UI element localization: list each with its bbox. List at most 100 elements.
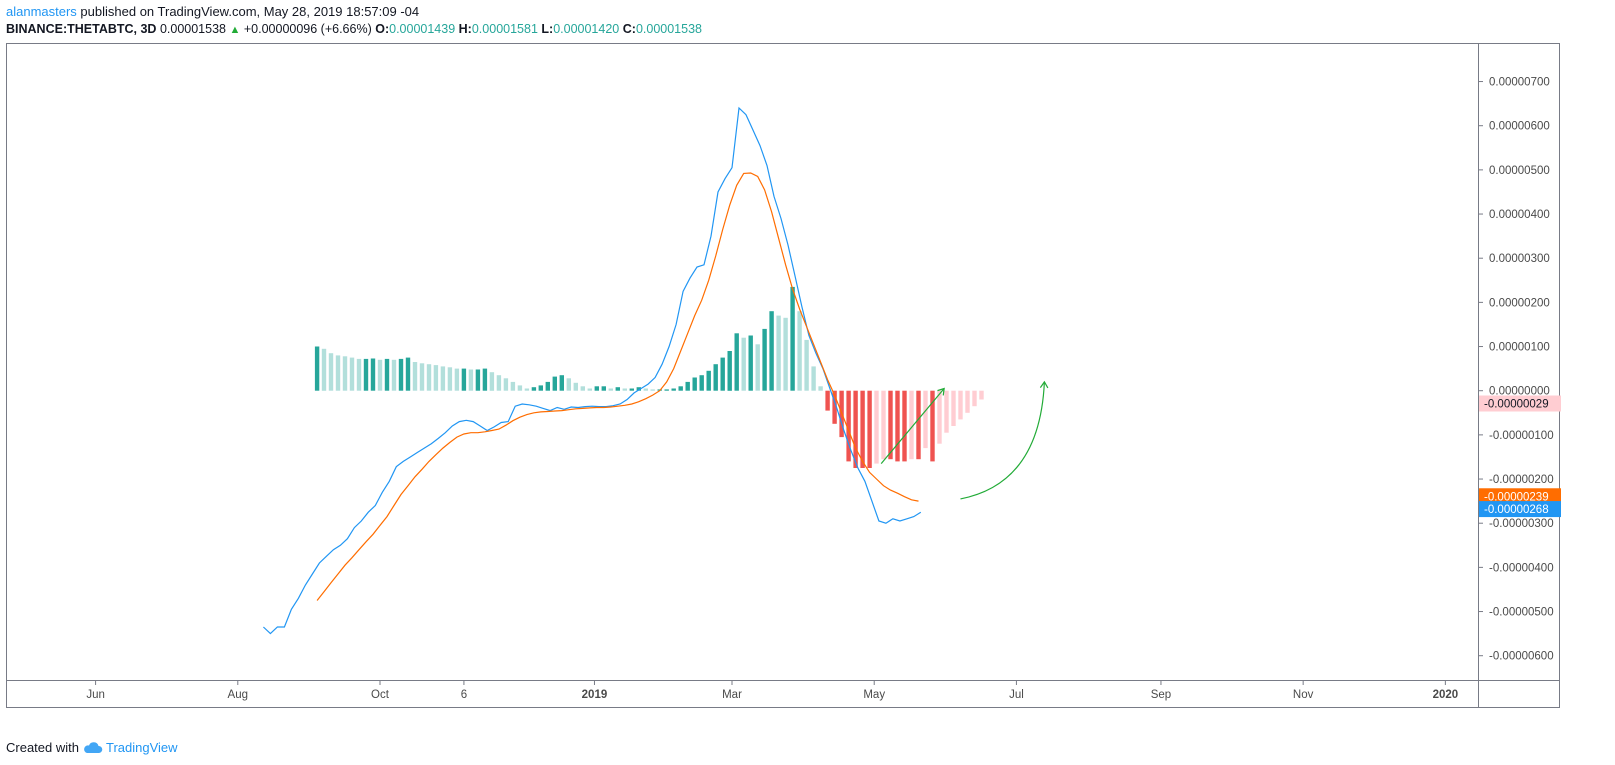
histogram-bar (475, 369, 481, 391)
price-tag (1479, 488, 1561, 505)
trend-arrow-head (937, 387, 945, 396)
histogram-bar (629, 388, 634, 391)
histogram-bar (811, 366, 816, 391)
y-tick-label: -0.00000600 (1489, 651, 1554, 663)
high-value: 0.00001581 (471, 22, 538, 36)
close-value: 0.00001538 (635, 22, 702, 36)
x-tick-label: Jul (1009, 689, 1024, 701)
histogram-bar (790, 286, 795, 391)
histogram-bar (580, 386, 585, 391)
histogram-bar (671, 388, 676, 391)
x-tick-label: 2019 (582, 689, 608, 701)
price-tag (1479, 501, 1561, 518)
histogram-bar (433, 365, 439, 391)
histogram-bar (440, 366, 446, 391)
histogram-bar (622, 388, 627, 391)
histogram-bar (818, 386, 823, 391)
histogram-bar (601, 386, 606, 391)
histogram-bar (545, 381, 550, 391)
y-tick-label: -0.00000400 (1489, 562, 1554, 574)
histogram-bar (930, 390, 935, 462)
histogram-bar (937, 390, 942, 444)
x-tick-label: May (863, 689, 885, 701)
histogram-bar (902, 390, 907, 462)
histogram-bar (559, 375, 564, 391)
histogram-bar (755, 344, 760, 391)
tradingview-logo[interactable]: TradingView (83, 740, 178, 755)
histogram-bar (846, 390, 851, 462)
annotations (880, 380, 1049, 500)
time-axis[interactable]: Jun Aug Oct 6 2019 Mar May Jul Sep Nov 2020 (86, 680, 1458, 701)
open-label: O: (375, 22, 390, 36)
open-value: 0.00001439 (389, 22, 456, 36)
histogram-bar (699, 375, 704, 391)
y-tick-label: 0.00000000 (1489, 386, 1550, 398)
histogram-bar (923, 390, 928, 449)
histogram-bar (496, 375, 502, 391)
histogram-bar (825, 390, 830, 411)
symbol-label: BINANCE:THETABTC, 3D (6, 22, 157, 36)
histogram-bar (867, 390, 872, 468)
x-tick-label: Nov (1293, 689, 1314, 701)
y-tick-label: 0.00000100 (1489, 342, 1550, 354)
y-tick-label: 0.00000600 (1489, 121, 1550, 133)
histogram-bar (958, 390, 963, 420)
histogram-bar (461, 368, 467, 391)
histogram-bar (636, 387, 641, 391)
histogram-bar (874, 390, 879, 464)
histogram-bar (349, 357, 355, 391)
close-label: C: (622, 22, 636, 36)
histogram-bar (573, 382, 578, 391)
author-link[interactable]: alanmasters (6, 4, 77, 19)
histogram-bar (447, 367, 453, 391)
histogram-bar (517, 385, 523, 391)
histogram-bar (727, 351, 732, 391)
indicator-lines (262, 106, 922, 635)
histogram-bar (643, 388, 648, 391)
histogram-bar (853, 390, 858, 468)
histogram-bar (468, 369, 474, 391)
histogram-bar (944, 390, 949, 433)
publish-text: published on TradingView.com, May 28, 20… (76, 4, 420, 19)
histogram-bar (748, 335, 753, 391)
histogram-bar (909, 390, 914, 460)
y-tick-label: 0.00000400 (1489, 209, 1550, 221)
y-tick-label: 0.00000200 (1489, 297, 1550, 309)
histogram-bar (587, 388, 592, 391)
histogram-bar (734, 333, 739, 391)
projection-arrow-head (1039, 380, 1049, 389)
histogram-bar (503, 378, 509, 391)
histogram-bar (797, 311, 802, 391)
histogram-bar (783, 317, 788, 391)
y-tick-label: -0.00000100 (1489, 430, 1554, 442)
histogram-bar (524, 388, 530, 391)
histogram-bar (664, 389, 669, 391)
trend-arrow-line (880, 388, 945, 464)
histogram-bar (335, 355, 341, 391)
histogram-bar (860, 390, 865, 468)
y-tick-label: 0.00000500 (1489, 165, 1550, 177)
histogram-bar (482, 368, 488, 391)
y-tick-label: 0.00000700 (1489, 77, 1550, 89)
histogram-bar (972, 390, 977, 407)
price-tags: -0.00000029 -0.00000239-0.00000268 (1479, 395, 1561, 518)
histogram-bar (615, 387, 620, 391)
histogram-bar (832, 390, 837, 424)
brand-label: TradingView (105, 740, 178, 755)
histogram-bar (916, 390, 921, 460)
x-tick-label: Oct (371, 689, 390, 701)
price-axis[interactable]: 0.00000700 0.00000600 0.00000500 0.00000400… (1478, 77, 1554, 663)
histogram-bar (377, 359, 383, 391)
histogram-bar (384, 358, 390, 391)
histogram-bar (594, 386, 599, 391)
histogram-bar (552, 376, 557, 391)
histogram-bar (489, 372, 495, 391)
macd-line (262, 106, 922, 635)
footer: Created with TradingView (6, 740, 178, 755)
y-tick-label: 0.00000300 (1489, 253, 1550, 265)
histogram-bar (363, 358, 369, 391)
histogram-bar (895, 390, 900, 462)
price-tag-label: -0.00000268 (1484, 504, 1549, 516)
histogram-bar (538, 385, 543, 391)
